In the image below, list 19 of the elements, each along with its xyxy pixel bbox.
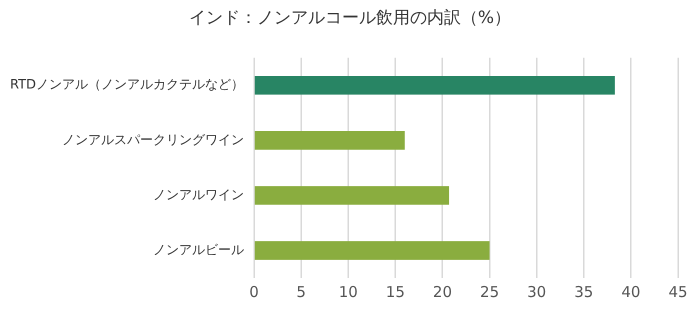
bar	[254, 76, 615, 95]
y-tick-label: ノンアルスパークリングワイン	[62, 132, 244, 148]
bar	[254, 131, 405, 150]
x-tick-label: 35	[574, 282, 594, 301]
y-tick-label: ノンアルビール	[153, 242, 244, 258]
bar	[254, 186, 450, 205]
bar	[254, 241, 490, 260]
y-tick-label: RTDノンアル（ノンアルカクテルなど）	[10, 78, 244, 93]
x-tick-label: 15	[386, 282, 405, 301]
x-tick-label: 45	[668, 282, 688, 301]
x-tick-label: 20	[432, 282, 452, 301]
x-tick-label: 5	[296, 282, 306, 301]
chart-title: インド：ノンアルコール飲用の内訳（%）	[188, 7, 512, 29]
x-tick-label: 10	[338, 282, 358, 301]
x-tick-label: 25	[480, 282, 500, 301]
y-tick-label: ノンアルワイン	[153, 188, 244, 203]
x-tick-label: 40	[621, 282, 640, 301]
x-tick-label: 0	[249, 282, 259, 301]
x-tick-label: 30	[527, 282, 546, 301]
